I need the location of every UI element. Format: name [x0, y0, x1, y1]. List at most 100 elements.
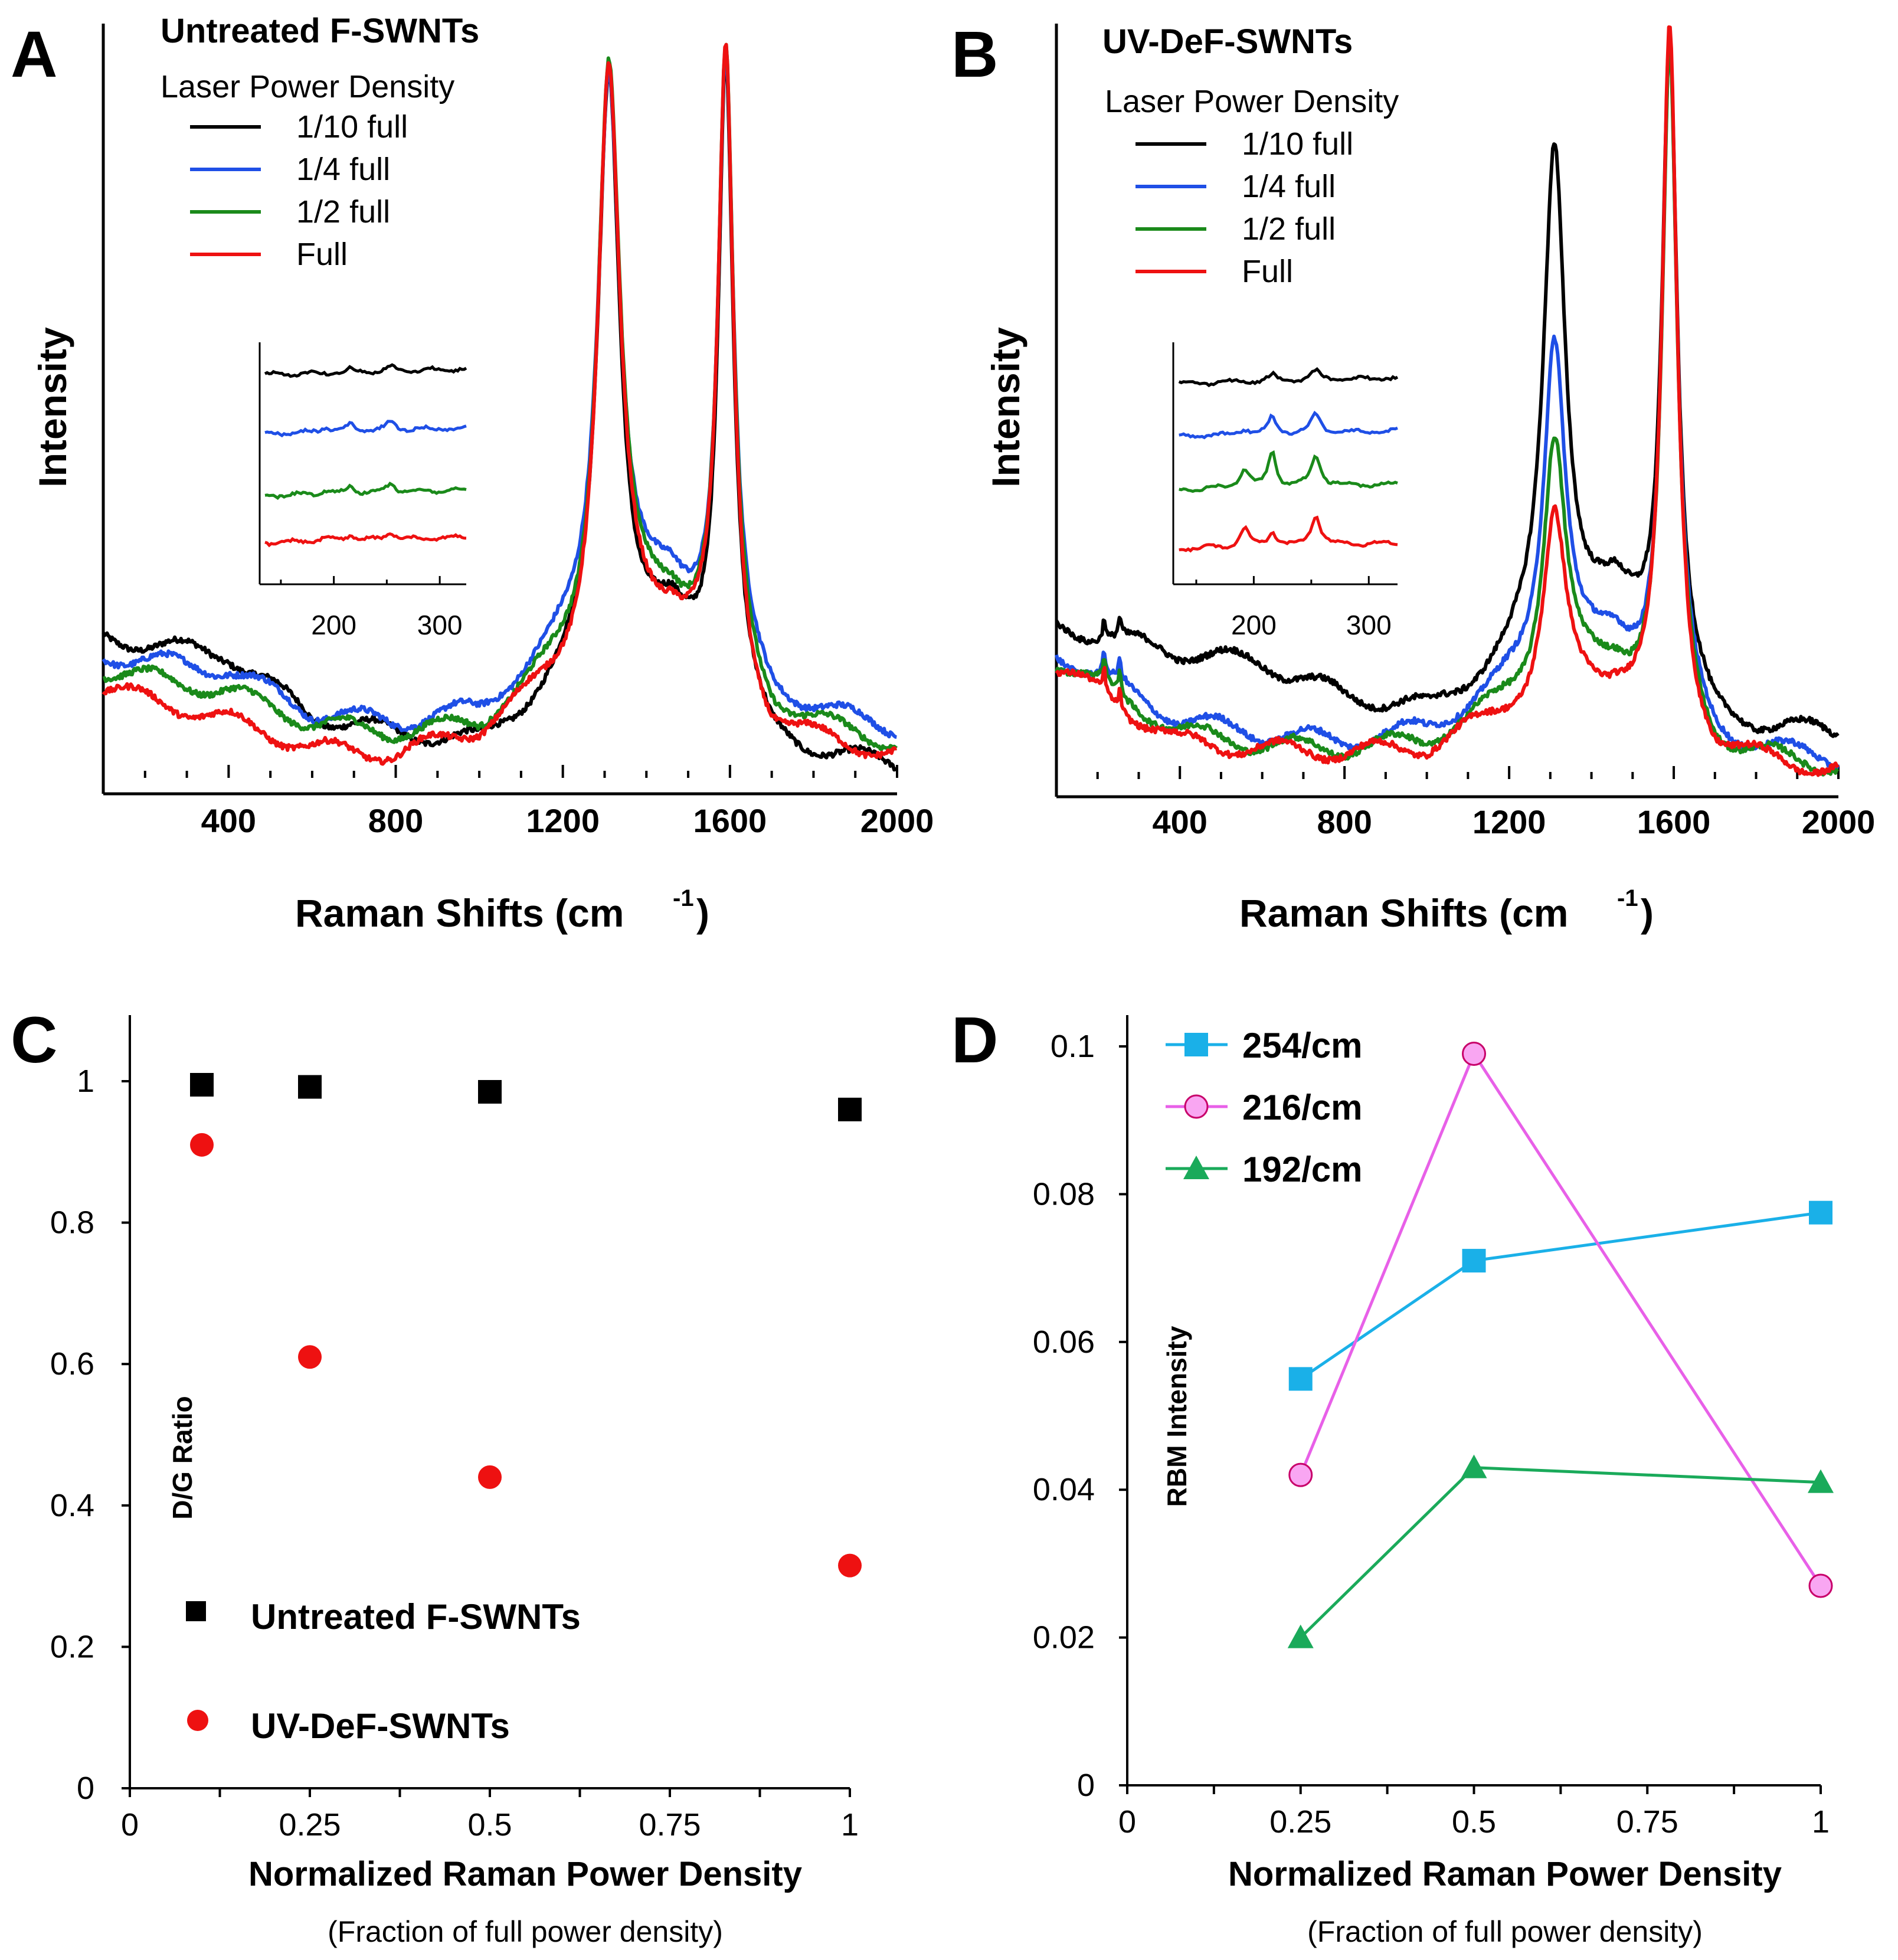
inset-tick-label: 300 — [417, 610, 463, 640]
panel-b-xlabel-text: Raman Shifts (cm — [1239, 891, 1568, 935]
y-tick-label: 0.8 — [50, 1205, 94, 1241]
panel-b: B UV-DeF-SWNTs Laser Power Density 1/10 … — [951, 18, 1875, 935]
panel-c-ticks: 0 0.2 0.4 0.6 0.8 1 0 0.25 0.5 0.75 1 — [50, 1064, 859, 1843]
panel-a-ylabel: Intensity — [31, 327, 74, 487]
panel-letter-d: D — [951, 1004, 998, 1076]
inset-spectrum-1 — [264, 420, 467, 438]
series-line-192/cm — [1299, 1466, 1821, 1639]
series-point-254/cm — [1462, 1249, 1486, 1273]
legend-label-3: Full — [1242, 254, 1293, 289]
inset-spectrum-2 — [264, 482, 467, 500]
x-tick-label: 400 — [1152, 803, 1207, 840]
series-line-216/cm — [1299, 1051, 1822, 1587]
y-tick-label: 0.4 — [50, 1488, 94, 1523]
x-tick-label: 0.75 — [1616, 1804, 1678, 1840]
spectrum-line-2 — [102, 42, 898, 752]
x-tick-label: 0.75 — [639, 1807, 701, 1843]
x-tick-label: 2000 — [860, 802, 934, 839]
panel-a-xlabel: Raman Shifts (cm -1 ) — [295, 885, 709, 935]
panel-c-points — [190, 1072, 862, 1578]
spectrum-line-3 — [1055, 25, 1840, 777]
panel-c-legend-label-1: Untreated F-SWNTs — [251, 1597, 581, 1637]
legend-marker-0 — [1184, 1033, 1208, 1056]
y-tick-label: 0.06 — [1033, 1324, 1095, 1360]
x-tick-label: 0.5 — [1452, 1804, 1496, 1840]
inset-tick-label: 200 — [1231, 610, 1277, 640]
y-tick-label: 1 — [77, 1064, 94, 1099]
panel-a-legend: 1/10 full 1/4 full 1/2 full Full — [190, 109, 408, 272]
panel-b-xlabel: Raman Shifts (cm -1 ) — [1239, 885, 1654, 935]
panel-a: A Untreated F-SWNTs Laser Power Density … — [11, 12, 934, 935]
untreated-point — [838, 1097, 862, 1121]
untreated-point — [190, 1072, 214, 1097]
panel-b-ylabel: Intensity — [984, 327, 1027, 487]
legend-marker-1 — [1184, 1094, 1209, 1119]
inset-tick-label: 200 — [311, 610, 356, 640]
panel-c-legend: Untreated F-SWNTs UV-DeF-SWNTs — [186, 1597, 581, 1746]
uvdef-point — [478, 1465, 502, 1489]
inset-tick-label: 300 — [1346, 610, 1392, 640]
x-tick-label: 400 — [201, 802, 256, 839]
x-tick-label: 0.25 — [1269, 1804, 1331, 1840]
panel-a-xlabel-end: ) — [696, 891, 709, 935]
x-tick-label: 1200 — [1472, 803, 1546, 840]
panel-a-xticks: 400 800 1200 1600 2000 — [143, 765, 934, 839]
panel-c-xlabel: Normalized Raman Power Density — [248, 1855, 802, 1893]
panel-a-xlabel-text: Raman Shifts (cm — [295, 891, 624, 935]
y-tick-label: 0.1 — [1051, 1029, 1095, 1064]
panel-c-legend-square-marker — [186, 1601, 206, 1621]
uvdef-point — [298, 1345, 322, 1369]
panel-c-ylabel: D/G Ratio — [167, 1396, 198, 1520]
legend-label-2: 1/2 full — [296, 194, 390, 230]
spectrum-line-0 — [1055, 35, 1840, 738]
spectrum-line-1 — [102, 53, 898, 739]
panel-a-inset: 200 300 — [258, 342, 467, 640]
spectrum-line-3 — [102, 42, 898, 766]
panel-c-legend-circle-marker — [187, 1710, 208, 1731]
legend-label-1: 1/4 full — [1242, 169, 1336, 204]
series-point-254/cm — [1809, 1200, 1832, 1225]
series-line-254/cm — [1300, 1211, 1821, 1380]
panel-d-series — [1287, 1042, 1834, 1648]
panel-b-inset: 200 300 — [1172, 342, 1399, 640]
panel-a-spectra — [102, 42, 898, 772]
x-tick-label: 0 — [1118, 1804, 1136, 1840]
panel-d-xlabel: Normalized Raman Power Density — [1228, 1855, 1782, 1893]
series-point-192/cm — [1461, 1454, 1487, 1478]
uvdef-point — [190, 1133, 214, 1157]
panel-letter-c: C — [11, 1004, 57, 1076]
inset-spectrum-0 — [1178, 367, 1399, 388]
x-tick-label: 1600 — [693, 802, 767, 839]
inset-spectrum-2 — [1179, 450, 1398, 493]
x-tick-label: 1 — [1812, 1804, 1830, 1840]
legend-label-2: 1/2 full — [1242, 211, 1336, 247]
series-point-192/cm — [1287, 1624, 1314, 1648]
panel-d-xsub: (Fraction of full power density) — [1307, 1915, 1703, 1948]
panel-d-ylabel: RBM Intensity — [1161, 1326, 1192, 1507]
x-tick-label: 800 — [1317, 803, 1372, 840]
x-tick-label: 0.25 — [279, 1807, 341, 1843]
inset-spectrum-1 — [1179, 410, 1398, 440]
legend-marker-2 — [1183, 1156, 1209, 1179]
panel-b-legend: 1/10 full 1/4 full 1/2 full Full — [1135, 126, 1353, 289]
panel-c-xsub: (Fraction of full power density) — [328, 1915, 723, 1948]
untreated-point — [298, 1075, 322, 1099]
panel-b-legend-title: Laser Power Density — [1105, 84, 1399, 119]
panel-d-legend: 254/cm 216/cm 192/cm — [1166, 1026, 1363, 1189]
y-tick-label: 0.04 — [1033, 1472, 1095, 1507]
panel-b-xlabel-end: ) — [1641, 891, 1654, 935]
y-tick-label: 0 — [1077, 1768, 1095, 1803]
panel-a-title: Untreated F-SWNTs — [161, 12, 479, 50]
panel-d: D 0 0.02 0.04 0.06 0.08 0.1 0 0.25 0.5 0.75 1 RBM … — [951, 1004, 1834, 1948]
legend-label-0: 254/cm — [1242, 1026, 1363, 1065]
panel-letter-b: B — [951, 18, 998, 91]
series-point-216/cm — [1808, 1573, 1833, 1598]
panel-a-legend-title: Laser Power Density — [161, 69, 454, 104]
legend-label-1: 1/4 full — [296, 152, 390, 187]
x-tick-label: 0.5 — [467, 1807, 512, 1843]
series-point-216/cm — [1462, 1042, 1486, 1066]
panel-c: C 00.20.40.60.810 0.25 0.5 0.75 1 D/G Ratio … — [11, 1004, 862, 1948]
panel-b-xticks: 400 800 1200 1600 2000 — [1096, 766, 1875, 840]
y-tick-label: 0 — [77, 1771, 94, 1806]
